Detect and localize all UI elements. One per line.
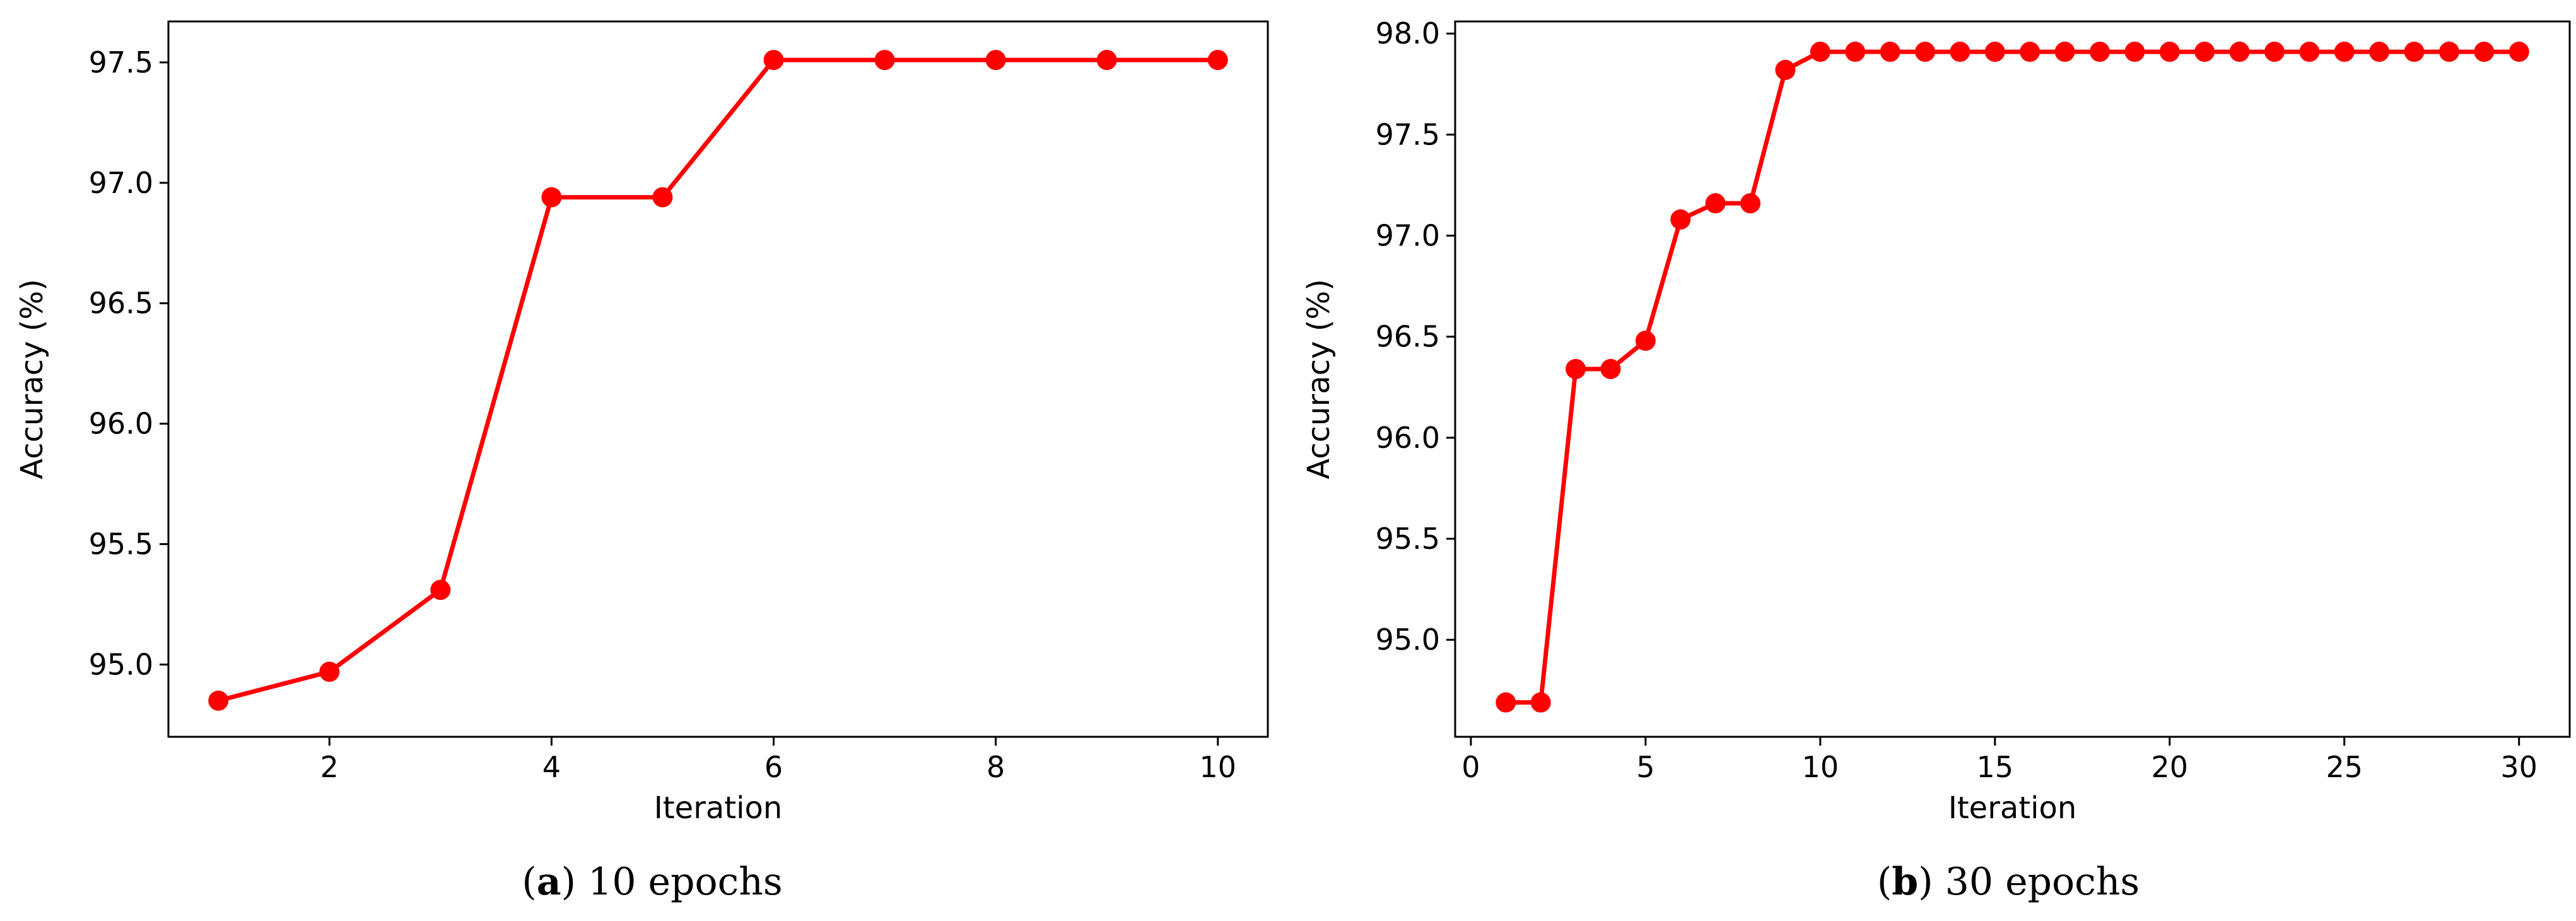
data-point	[1096, 50, 1117, 71]
series-line	[218, 57, 1218, 703]
data-point	[2020, 42, 2040, 62]
x-tick-label: 4	[542, 750, 561, 784]
data-point	[2159, 42, 2180, 62]
data-point	[208, 690, 229, 711]
x-tick-label: 10	[1802, 750, 1839, 784]
caption-letter: a	[537, 860, 561, 904]
caption-text: 10 epochs	[588, 860, 783, 904]
data-point	[1810, 42, 1830, 62]
data-point	[1880, 42, 1900, 62]
y-tick-label: 97.0	[89, 166, 153, 200]
x-tick-label: 25	[2326, 750, 2363, 784]
panel-caption: (b) 30 epochs	[1877, 860, 2140, 904]
data-point	[541, 187, 562, 208]
data-point	[1670, 209, 1691, 230]
x-tick-label: 20	[2151, 750, 2188, 784]
data-point	[1984, 42, 2005, 62]
data-point	[2124, 42, 2145, 62]
data-point	[1915, 42, 1936, 62]
x-tick-label: 15	[1977, 750, 2014, 784]
data-point	[2404, 42, 2425, 62]
data-point	[2438, 42, 2459, 62]
data-point	[1775, 59, 1796, 80]
data-point	[985, 50, 1006, 71]
y-tick-label: 95.0	[1376, 623, 1440, 657]
data-point	[1566, 358, 1586, 379]
x-tick-label: 30	[2500, 750, 2538, 784]
caption-open-paren: (	[522, 860, 536, 904]
data-point	[2089, 42, 2110, 62]
x-tick-label: 10	[1199, 750, 1236, 784]
y-axis-label: Accuracy (%)	[1301, 279, 1337, 479]
y-axis-label: Accuracy (%)	[15, 279, 50, 479]
panel-a: 2 4 6 8 10 95.0 95.5 96.0 96.5 97.0 97.5 Iteration A…	[15, 20, 1269, 904]
plot-frame	[1454, 20, 2571, 738]
data-point	[1705, 193, 1726, 214]
data-point	[1530, 692, 1551, 713]
data-point	[1600, 358, 1621, 379]
data-point	[2474, 42, 2495, 62]
caption-text: 30 epochs	[1945, 860, 2140, 904]
x-tick-label: 2	[320, 750, 339, 784]
data-point	[319, 661, 340, 682]
y-tick-label: 97.5	[1376, 117, 1440, 151]
caption-close-paren: )	[561, 860, 588, 904]
caption-open-paren: (	[1877, 860, 1892, 904]
y-tick-label: 98.0	[1376, 16, 1440, 50]
caption-close-paren: )	[1918, 860, 1945, 904]
y-tick-label: 97.0	[1376, 219, 1440, 253]
data-point	[2054, 42, 2075, 62]
x-axis-label: Iteration	[654, 790, 783, 826]
y-tick-label: 96.5	[89, 286, 153, 320]
data-point	[1845, 42, 1866, 62]
data-point	[2299, 42, 2320, 62]
data-point	[1635, 331, 1656, 351]
y-tick-label: 95.5	[1376, 522, 1440, 556]
data-point	[1496, 692, 1516, 713]
data-point	[430, 580, 451, 601]
x-tick-label: 5	[1636, 750, 1654, 784]
series-line	[1506, 49, 2519, 705]
y-tick-label: 96.0	[1376, 421, 1440, 455]
data-point	[874, 50, 895, 71]
data-point	[2334, 42, 2355, 62]
data-point	[2264, 42, 2285, 62]
data-point	[2194, 42, 2215, 62]
data-point	[2369, 42, 2390, 62]
data-point	[1207, 50, 1228, 71]
data-point	[2509, 42, 2529, 62]
x-tick-label: 0	[1461, 750, 1480, 784]
panel-b: 0 5 10 15 20 25 30 95.0 95.5 96.0 96.5 97.0 97.5 98.0…	[1301, 16, 2571, 904]
caption-letter: b	[1892, 860, 1918, 904]
y-tick-label: 95.0	[89, 647, 153, 681]
panel-caption: (a) 10 epochs	[522, 860, 782, 904]
y-tick-label: 97.5	[89, 45, 153, 79]
plot-frame	[167, 20, 1269, 738]
data-point	[1740, 193, 1761, 214]
x-axis-label: Iteration	[1948, 790, 2077, 826]
data-point	[1950, 42, 1970, 62]
x-tick-label: 8	[986, 750, 1005, 784]
y-tick-label: 95.5	[89, 527, 153, 561]
data-point	[652, 187, 673, 208]
x-tick-label: 6	[764, 750, 783, 784]
data-point	[763, 50, 784, 71]
y-tick-label: 96.0	[89, 407, 153, 441]
data-point	[2229, 42, 2250, 62]
y-tick-label: 96.5	[1376, 320, 1440, 354]
